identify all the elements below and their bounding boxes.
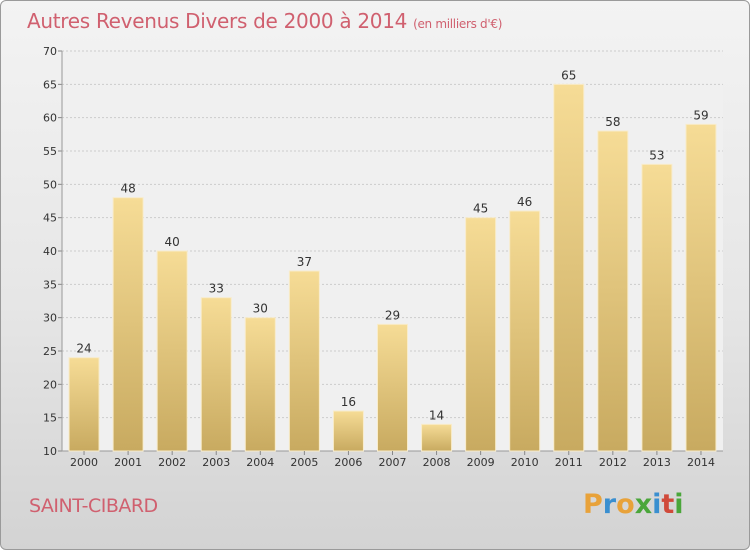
bar-value-label: 33 xyxy=(209,282,224,296)
x-tick-label: 2008 xyxy=(423,456,451,469)
bar-value-label: 37 xyxy=(297,255,312,269)
bar xyxy=(553,83,585,452)
logo-letter: r xyxy=(602,489,617,520)
chart-title: Autres Revenus Divers de 2000 à 2014 (en … xyxy=(27,9,502,33)
x-tick-label: 2006 xyxy=(334,456,362,469)
x-tick-label: 2014 xyxy=(687,456,715,469)
y-tick-label: 60 xyxy=(43,112,57,125)
x-tick-label: 2002 xyxy=(158,456,186,469)
bar xyxy=(288,270,320,452)
bar-value-label: 40 xyxy=(165,235,180,249)
x-tick-label: 2003 xyxy=(202,456,230,469)
logo-letter: t xyxy=(661,489,675,520)
bar xyxy=(112,197,144,452)
y-tick-label: 30 xyxy=(43,312,57,325)
bar xyxy=(509,210,541,452)
bar xyxy=(68,357,100,452)
logo-letter: x xyxy=(634,489,653,520)
x-tick-label: 2004 xyxy=(246,456,274,469)
bar xyxy=(377,323,408,452)
bar-value-label: 58 xyxy=(605,115,620,129)
x-tick-label: 2001 xyxy=(114,456,142,469)
y-tick-label: 20 xyxy=(43,378,57,391)
logo-letter: i xyxy=(674,489,684,520)
proxiti-logo: Proxiti xyxy=(583,489,684,520)
location-label: SAINT-CIBARD xyxy=(29,495,158,517)
bar xyxy=(597,130,629,452)
y-tick-label: 70 xyxy=(43,45,57,58)
y-tick-label: 55 xyxy=(43,145,57,158)
y-tick-label: 35 xyxy=(43,278,57,291)
bar-value-label: 53 xyxy=(649,148,664,162)
y-tick-label: 15 xyxy=(43,412,57,425)
unit-note: (en milliers d'€) xyxy=(413,17,503,31)
x-tick-label: 2013 xyxy=(643,456,671,469)
bar-value-label: 46 xyxy=(517,195,532,209)
logo-letter: o xyxy=(616,489,635,520)
bar xyxy=(421,423,453,452)
x-tick-label: 2000 xyxy=(70,456,98,469)
x-tick-label: 2005 xyxy=(290,456,318,469)
y-tick-label: 40 xyxy=(43,245,57,258)
y-tick-label: 45 xyxy=(43,212,57,225)
bar-value-label: 30 xyxy=(253,302,268,316)
bar-value-label: 16 xyxy=(341,395,356,409)
bar-value-label: 65 xyxy=(561,68,576,82)
bar-value-label: 59 xyxy=(693,108,708,122)
bar xyxy=(244,317,276,452)
bar-value-label: 24 xyxy=(76,342,91,356)
bar xyxy=(200,297,232,452)
y-tick-label: 10 xyxy=(43,445,57,458)
bar xyxy=(465,217,497,452)
bar-value-label: 48 xyxy=(120,182,135,196)
bar-value-label: 45 xyxy=(473,202,488,216)
logo-letter: P xyxy=(583,489,603,520)
x-tick-label: 2009 xyxy=(467,456,495,469)
bar xyxy=(685,123,717,452)
x-tick-label: 2012 xyxy=(599,456,627,469)
bar xyxy=(641,163,673,452)
title-text: Autres Revenus Divers de 2000 à 2014 xyxy=(27,9,408,33)
bar-value-label: 29 xyxy=(385,308,400,322)
logo-letter: i xyxy=(652,489,662,520)
x-tick-label: 2010 xyxy=(511,456,539,469)
x-tick-label: 2007 xyxy=(379,456,407,469)
y-tick-label: 25 xyxy=(43,345,57,358)
y-tick-label: 65 xyxy=(43,78,57,91)
bar xyxy=(332,410,364,452)
bar-value-label: 14 xyxy=(429,408,444,422)
y-tick-label: 50 xyxy=(43,178,57,191)
bar xyxy=(156,250,188,452)
x-tick-label: 2011 xyxy=(555,456,583,469)
